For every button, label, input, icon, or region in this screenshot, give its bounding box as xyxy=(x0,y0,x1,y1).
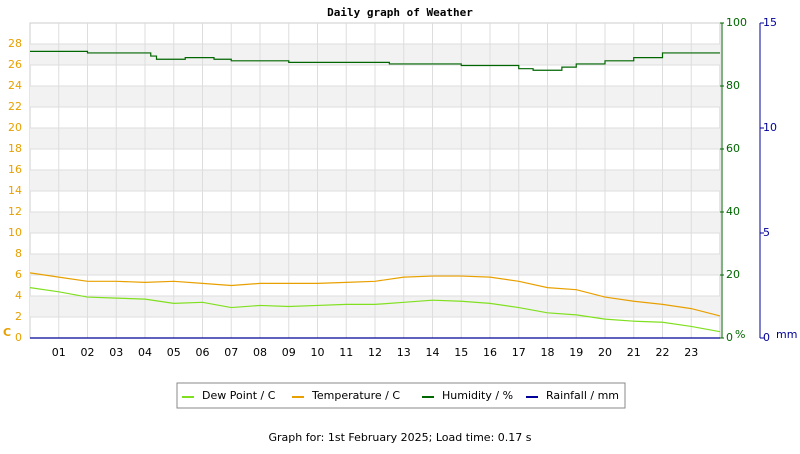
series-line xyxy=(30,50,720,71)
legend-label: Humidity / % xyxy=(442,389,513,402)
y2-tick-label: 40 xyxy=(726,205,740,218)
y2-tick-label: 60 xyxy=(726,142,740,155)
y-tick-label: 8 xyxy=(15,247,22,260)
x-tick-label: 04 xyxy=(138,346,152,359)
y-tick-label: 22 xyxy=(8,100,22,113)
x-tick-label: 23 xyxy=(684,346,698,359)
x-tick-label: 22 xyxy=(656,346,670,359)
x-tick-label: 08 xyxy=(253,346,267,359)
y3-tick-label: 10 xyxy=(763,121,777,134)
x-tick-label: 06 xyxy=(196,346,210,359)
legend-label: Dew Point / C xyxy=(202,389,276,402)
series-line xyxy=(29,272,721,317)
y-tick-label: 24 xyxy=(8,79,22,92)
x-tick-label: 09 xyxy=(282,346,296,359)
y-tick-label: 10 xyxy=(8,226,22,239)
x-tick-label: 05 xyxy=(167,346,181,359)
y-tick-label: 12 xyxy=(8,205,22,218)
x-tick-label: 14 xyxy=(426,346,440,359)
y-unit: C xyxy=(3,326,11,339)
x-tick-label: 20 xyxy=(598,346,612,359)
x-tick-label: 13 xyxy=(397,346,411,359)
x-tick-label: 07 xyxy=(224,346,238,359)
y-tick-label: 0 xyxy=(15,331,22,344)
x-tick-label: 15 xyxy=(454,346,468,359)
x-tick-label: 17 xyxy=(512,346,526,359)
y-tick-label: 14 xyxy=(8,184,22,197)
legend-box xyxy=(176,382,626,409)
series-line xyxy=(29,287,721,333)
x-tick-label: 10 xyxy=(311,346,325,359)
x-tick-label: 11 xyxy=(339,346,353,359)
x-tick-label: 02 xyxy=(81,346,95,359)
y3-unit: mm xyxy=(776,328,797,341)
chart-title: Daily graph of Weather xyxy=(327,6,473,19)
y2-unit: % xyxy=(735,328,745,341)
y3-tick-label: 5 xyxy=(763,226,770,239)
y2-tick-label: 0 xyxy=(726,331,733,344)
x-tick-label: 16 xyxy=(483,346,497,359)
legend-label: Rainfall / mm xyxy=(546,389,619,402)
y-tick-label: 2 xyxy=(15,310,22,323)
y-tick-label: 18 xyxy=(8,142,22,155)
x-tick-label: 01 xyxy=(52,346,66,359)
y2-tick-label: 20 xyxy=(726,268,740,281)
x-tick-label: 12 xyxy=(368,346,382,359)
x-tick-label: 19 xyxy=(569,346,583,359)
y-tick-label: 26 xyxy=(8,58,22,71)
x-tick-label: 21 xyxy=(627,346,641,359)
legend-label: Temperature / C xyxy=(311,389,400,402)
x-tick-label: 18 xyxy=(541,346,555,359)
y-tick-label: 20 xyxy=(8,121,22,134)
y-tick-label: 6 xyxy=(15,268,22,281)
y-tick-label: 28 xyxy=(8,37,22,50)
y-tick-label: 4 xyxy=(15,289,22,302)
y2-tick-label: 80 xyxy=(726,79,740,92)
y3-tick-label: 15 xyxy=(763,16,777,29)
y-tick-label: 16 xyxy=(8,163,22,176)
footer: Graph for: 1st February 2025; Load time:… xyxy=(268,431,531,444)
y3-tick-label: 0 xyxy=(763,331,770,344)
y2-tick-label: 100 xyxy=(726,16,747,29)
x-tick-label: 03 xyxy=(109,346,123,359)
